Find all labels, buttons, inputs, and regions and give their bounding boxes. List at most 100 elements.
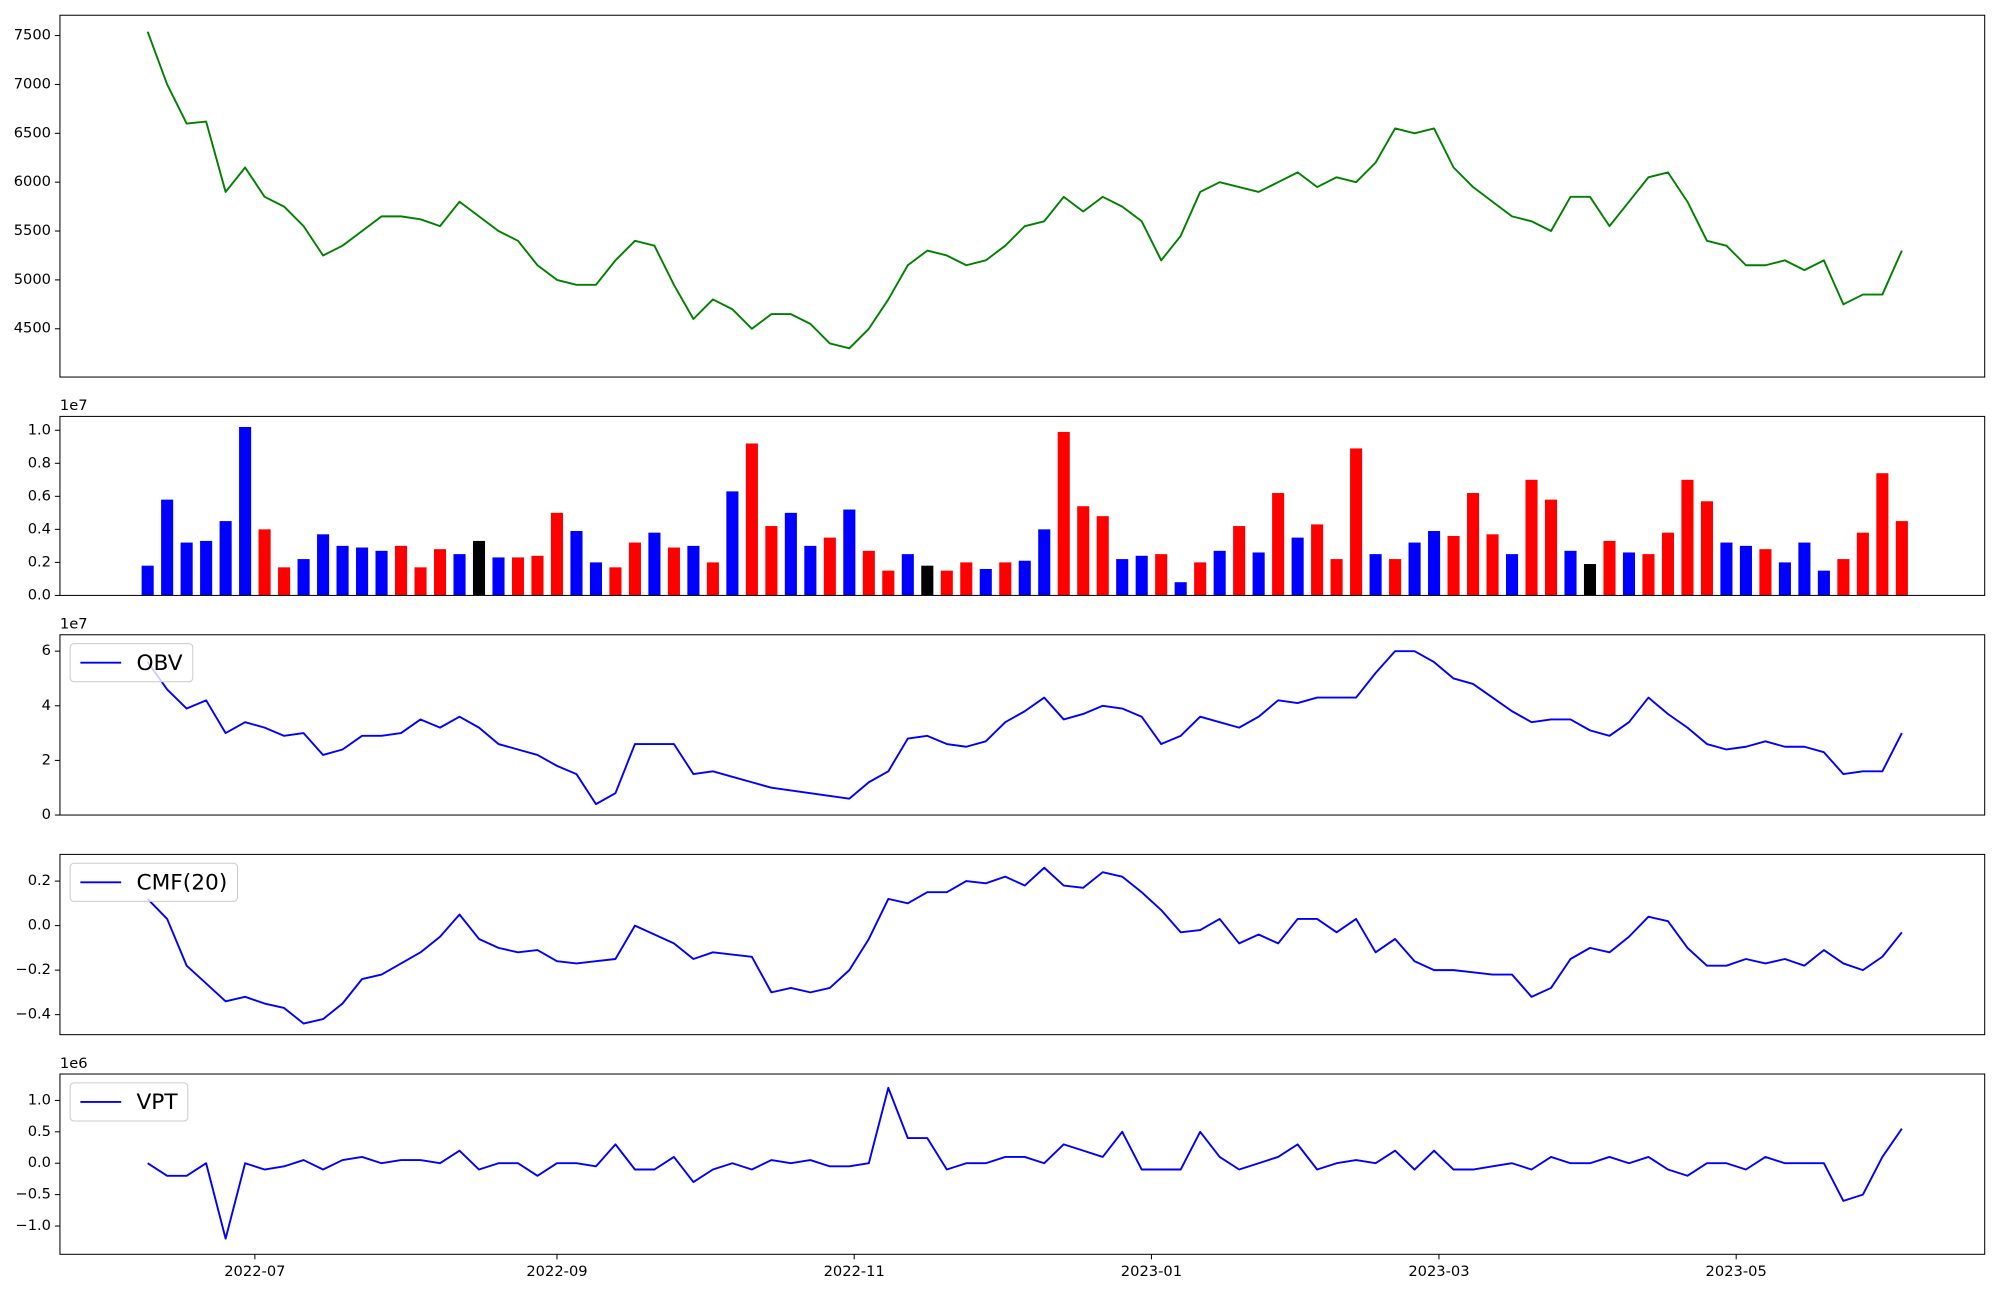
axes-frame	[59, 1073, 1986, 1255]
bar	[1895, 521, 1908, 596]
y-tick-label: 7000	[14, 75, 51, 92]
bar	[180, 542, 193, 596]
bar	[843, 509, 856, 596]
bar	[1856, 532, 1869, 596]
bar	[1700, 501, 1713, 596]
bar	[453, 554, 466, 596]
bar	[239, 426, 252, 596]
bar	[1544, 499, 1558, 596]
legend: VPT	[69, 1082, 189, 1122]
panel: 0.0 0.2 0.4 0.6 0.8 1.0 1e7	[28, 397, 1986, 603]
bar	[414, 567, 427, 596]
panel: −0.4 −0.2 0.0 0.2 CMF(20)	[15, 853, 1986, 1036]
y-tick-label: 5500	[14, 222, 51, 239]
bar	[258, 529, 271, 596]
bar	[1428, 531, 1441, 596]
y-tick-label: 5000	[14, 271, 51, 288]
panel: 0 2 4 6 1e7 OBV	[42, 616, 1986, 823]
bar	[823, 537, 836, 596]
bar	[472, 540, 486, 596]
plot-area	[141, 426, 1908, 596]
bar	[550, 512, 564, 596]
line	[147, 1086, 1903, 1240]
bar	[1778, 562, 1791, 596]
bar	[1233, 526, 1246, 596]
y-tick-label: −0.5	[15, 1186, 51, 1203]
bar	[1018, 560, 1031, 596]
legend-box	[69, 862, 239, 902]
bar	[1311, 524, 1324, 596]
legend: CMF(20)	[69, 862, 239, 902]
x-tick-label: 2023-05	[1706, 1263, 1767, 1280]
y-tick-label: 2	[42, 751, 51, 768]
bar	[141, 565, 154, 596]
plot-area	[146, 650, 1903, 806]
bar	[511, 557, 525, 596]
y-tick-label: 6500	[14, 124, 51, 141]
y-tick-label: 0	[42, 806, 51, 823]
y-tick-label: 4500	[14, 320, 51, 337]
bar	[1135, 555, 1148, 596]
bar	[433, 549, 447, 596]
panel: 4500 5000 5500 6000 6500 7000 7500	[14, 14, 1986, 378]
bar	[1486, 534, 1499, 596]
legend-box	[69, 643, 194, 683]
bar	[1350, 448, 1363, 596]
bar	[278, 567, 291, 596]
plot-area	[146, 866, 1903, 1025]
bar	[979, 568, 992, 596]
bar	[161, 499, 174, 596]
bar	[648, 532, 661, 596]
x-tick-label: 2022-11	[824, 1263, 885, 1280]
bar	[1759, 549, 1772, 596]
bar	[1837, 559, 1850, 596]
y-tick-label: 0.0	[28, 917, 51, 934]
bar	[531, 555, 544, 596]
bar	[1876, 473, 1889, 596]
line	[146, 650, 1903, 806]
bar	[570, 531, 583, 596]
y-tick-label: −0.2	[15, 961, 51, 978]
offset-label: 1e7	[60, 397, 88, 414]
y-tick-label: 0.0	[28, 1154, 51, 1171]
axes-frame	[59, 415, 1986, 596]
y-tick-label: 0.2	[28, 872, 51, 889]
bar	[609, 567, 622, 596]
bar	[395, 545, 408, 596]
bar	[1622, 552, 1636, 596]
bar	[1505, 554, 1519, 596]
x-tick-label: 2023-01	[1121, 1263, 1182, 1280]
bar	[1681, 479, 1694, 596]
legend-label: OBV	[136, 651, 182, 676]
axes-frame	[59, 634, 1986, 816]
bar	[1720, 542, 1733, 596]
bar	[901, 554, 914, 596]
bar	[317, 534, 330, 596]
bar	[1661, 532, 1675, 596]
bar	[1739, 545, 1752, 596]
axes-frame	[59, 14, 1986, 378]
bar	[1642, 554, 1655, 596]
bar	[960, 562, 973, 596]
bar	[1798, 542, 1811, 596]
bar	[745, 443, 758, 596]
y-tick-label: −1.0	[15, 1217, 51, 1234]
x-tick-label: 2023-03	[1408, 1263, 1469, 1280]
y-tick-label: 0.0	[28, 586, 51, 603]
bar	[1389, 559, 1402, 596]
y-tick-label: 0.8	[28, 454, 51, 471]
panel: −1.0 −0.5 0.0 0.5 1.0 2022-07 2022-09 2022-11 20…	[15, 1055, 1986, 1280]
legend-label: CMF(20)	[136, 871, 227, 896]
bar	[1817, 570, 1830, 596]
bar	[336, 545, 349, 596]
y-tick-label: 6000	[14, 173, 51, 190]
y-tick-label: 1.0	[28, 421, 51, 438]
bar	[921, 565, 934, 596]
bar	[999, 562, 1012, 596]
bar	[882, 570, 895, 596]
bar	[1272, 493, 1285, 596]
legend-label: VPT	[136, 1090, 178, 1115]
x-tick-label: 2022-07	[224, 1263, 285, 1280]
bar	[1096, 516, 1109, 596]
y-tick-label: 7500	[14, 27, 51, 44]
